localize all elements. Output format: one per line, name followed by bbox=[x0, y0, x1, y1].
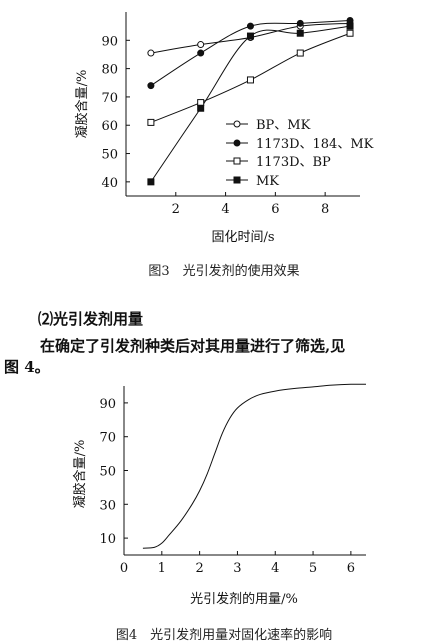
section-heading: ⑵光引发剂用量 bbox=[38, 310, 144, 328]
legend-label: MK bbox=[256, 174, 279, 189]
x-tick-label: 0 bbox=[120, 561, 128, 576]
data-point-series-2 bbox=[197, 49, 205, 57]
x-tick-label: 3 bbox=[233, 561, 241, 576]
body-text-line2: 图 4。 bbox=[4, 358, 50, 376]
legend-label: 1173D、BP bbox=[256, 155, 331, 170]
legend-marker bbox=[233, 120, 241, 128]
figure4-caption: 图4 光引发剂用量对固化速率的影响 bbox=[115, 628, 333, 643]
y-tick-label: 50 bbox=[101, 148, 118, 163]
data-point-series-1 bbox=[197, 41, 205, 49]
data-point-series-4 bbox=[246, 32, 254, 40]
y-tick-label: 80 bbox=[101, 63, 118, 78]
data-point-series-4 bbox=[296, 29, 304, 37]
data-point-series-2 bbox=[147, 82, 155, 90]
x-tick-label: 2 bbox=[195, 561, 203, 576]
y-tick-label: 70 bbox=[101, 91, 118, 106]
data-point-series-3 bbox=[197, 99, 205, 107]
y-tick-label: 60 bbox=[101, 119, 118, 134]
legend-marker bbox=[233, 176, 241, 184]
y-tick-label: 70 bbox=[99, 431, 116, 446]
legend-marker bbox=[233, 139, 241, 147]
data-point-series-2 bbox=[246, 22, 254, 30]
data-point-series-3 bbox=[246, 76, 254, 84]
data-point-series-3 bbox=[296, 49, 304, 57]
x-tick-label: 2 bbox=[172, 202, 180, 217]
series-line-4 bbox=[150, 25, 351, 183]
legend-label: 1173D、184、MK bbox=[256, 137, 374, 152]
data-point-series-1 bbox=[147, 49, 155, 57]
y-axis-label: 凝胶含量/% bbox=[74, 70, 90, 139]
x-axis-label: 固化时间/s bbox=[211, 230, 274, 245]
figure4-chart: 0 1 2 3 4 5 6 10 30 50 70 90 光引发剂的用量/% 凝胶含量/% bbox=[72, 383, 367, 607]
data-point-series-2 bbox=[296, 19, 304, 27]
series-line bbox=[142, 383, 367, 549]
data-point-series-4 bbox=[197, 104, 205, 112]
x-tick-label: 6 bbox=[347, 561, 355, 576]
x-tick-label: 4 bbox=[221, 202, 229, 217]
y-tick-label: 90 bbox=[101, 34, 118, 49]
y-tick-label: 30 bbox=[99, 498, 116, 513]
figure3-caption: 图3 光引发剂的使用效果 bbox=[148, 264, 300, 279]
y-axis-label: 凝胶含量/% bbox=[72, 440, 88, 509]
y-tick-label: 90 bbox=[99, 397, 116, 412]
data-point-series-3 bbox=[147, 118, 155, 126]
y-tick-label: 40 bbox=[101, 176, 118, 191]
legend-label: BP、MK bbox=[256, 118, 311, 133]
x-tick-label: 1 bbox=[158, 561, 166, 576]
legend-marker bbox=[233, 157, 241, 165]
y-tick-label: 10 bbox=[99, 532, 116, 547]
figure3-chart: 2 4 6 8 40 50 60 70 80 90 BP、MK 1173D、184、MK 1173D… bbox=[74, 12, 374, 245]
data-point-series-3 bbox=[346, 29, 354, 37]
body-text-line1: 在确定了引发剂种类后对其用量进行了筛选,见 bbox=[40, 337, 346, 355]
x-tick-label: 8 bbox=[321, 202, 329, 217]
data-point-series-4 bbox=[147, 178, 155, 186]
x-tick-label: 5 bbox=[309, 561, 317, 576]
data-point-series-4 bbox=[346, 22, 354, 30]
y-tick-label: 50 bbox=[99, 465, 116, 480]
x-axis-label: 光引发剂的用量/% bbox=[190, 591, 298, 607]
x-tick-label: 6 bbox=[271, 202, 279, 217]
x-tick-label: 4 bbox=[271, 561, 279, 576]
data-point-series-2 bbox=[346, 16, 354, 24]
